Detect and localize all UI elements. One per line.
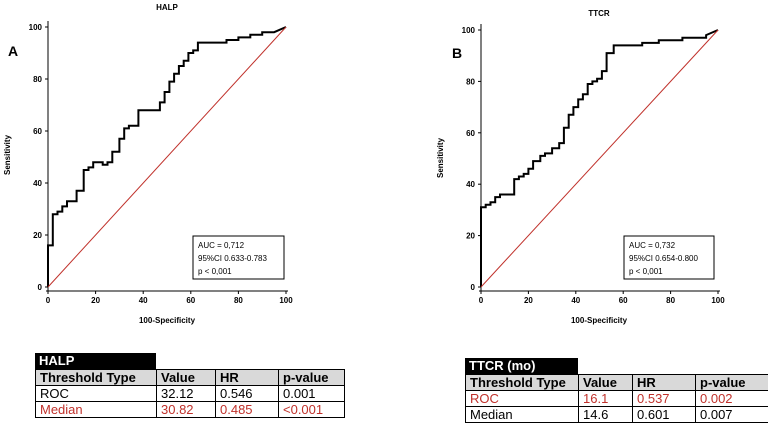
table-cell: 0.485 <box>215 401 279 418</box>
table-header-row: Threshold Type Value HR p-value <box>465 374 768 391</box>
column-header: p-value <box>695 374 768 391</box>
column-header: Value <box>578 374 633 391</box>
column-header: Threshold Type <box>35 369 157 386</box>
halp-table-block: HALP Threshold Type Value HR p-value ROC… <box>35 353 345 419</box>
y-tick-label: 100 <box>462 26 476 35</box>
p-value-text: p < 0,001 <box>198 267 232 276</box>
table-cell: ROC <box>35 385 157 402</box>
roc-curve-line <box>480 29 719 287</box>
y-tick-label: 20 <box>33 231 42 240</box>
auc-text: AUC = 0,712 <box>198 241 245 250</box>
y-tick-label: 80 <box>466 77 475 86</box>
table-cell: 16.1 <box>578 390 633 407</box>
roc-curve-line <box>47 26 287 287</box>
ttcr-threshold-table: Threshold Type Value HR p-value ROC 16.1… <box>465 374 768 423</box>
x-tick-label: 60 <box>186 296 195 305</box>
y-tick-label: 80 <box>33 75 42 84</box>
x-tick-label: 80 <box>234 296 243 305</box>
x-tick-label: 40 <box>571 296 580 305</box>
y-tick-label: 100 <box>29 23 43 32</box>
table-cell: Median <box>35 401 157 418</box>
annotation-box: AUC = 0,732 95%CI 0.654-0.800 p < 0,001 <box>623 235 715 280</box>
table-row: ROC 16.1 0.537 0.002 <box>465 390 768 407</box>
y-axis-label: Sensitivity <box>436 137 445 178</box>
y-tick-label: 0 <box>471 283 476 292</box>
x-tick-label: 100 <box>711 296 725 305</box>
table-cell: 0.002 <box>695 390 768 407</box>
y-tick-label: 60 <box>33 127 42 136</box>
table-cell: 14.6 <box>578 406 633 423</box>
halp-threshold-table: Threshold Type Value HR p-value ROC 32.1… <box>35 369 345 418</box>
x-tick-label: 20 <box>524 296 533 305</box>
auc-text: AUC = 0,732 <box>629 241 676 250</box>
column-header: Value <box>156 369 216 386</box>
table-row: Median 14.6 0.601 0.007 <box>465 406 768 423</box>
x-axis-label: 100-Specificity <box>139 316 196 325</box>
table-row: ROC 32.12 0.546 0.001 <box>35 385 345 402</box>
ci-text: 95%CI 0.633-0.783 <box>198 254 267 263</box>
y-tick-label: 60 <box>466 129 475 138</box>
column-header: HR <box>632 374 696 391</box>
y-tick-label: 0 <box>38 283 43 292</box>
table-cell: 0.546 <box>215 385 279 402</box>
x-tick-label: 0 <box>46 296 51 305</box>
table-cell: 30.82 <box>156 401 216 418</box>
y-tick-label: 20 <box>466 232 475 241</box>
panel-label: A <box>8 43 18 59</box>
x-tick-label: 40 <box>139 296 148 305</box>
table-cell: 32.12 <box>156 385 216 402</box>
y-axis-label: Sensitivity <box>3 134 12 175</box>
halp-roc-chart: HALP A Sensitivity 100-Specificity 0 20 40… <box>3 3 293 325</box>
chart-title: HALP <box>156 3 178 12</box>
table-cell: 0.601 <box>632 406 696 423</box>
table-title: HALP <box>35 353 156 369</box>
reference-diagonal-line <box>47 26 287 288</box>
ci-text: 95%CI 0.654-0.800 <box>629 254 698 263</box>
table-cell: 0.007 <box>695 406 768 423</box>
panel-label: B <box>452 45 462 61</box>
table-cell: Median <box>465 406 579 423</box>
column-header: HR <box>215 369 279 386</box>
column-header: Threshold Type <box>465 374 579 391</box>
ttcr-roc-chart: TTCR B Sensitivity 100-Specificity 0 20 40… <box>436 9 725 325</box>
p-value-text: p < 0,001 <box>629 267 663 276</box>
column-header: p-value <box>278 369 345 386</box>
table-row: Median 30.82 0.485 <0.001 <box>35 401 345 418</box>
y-tick-label: 40 <box>33 179 42 188</box>
x-axis-label: 100-Specificity <box>571 316 628 325</box>
ttcr-table-block: TTCR (mo) Threshold Type Value HR p-valu… <box>465 358 768 424</box>
table-cell: ROC <box>465 390 579 407</box>
annotation-box: AUC = 0,712 95%CI 0.633-0.783 p < 0,001 <box>192 235 285 280</box>
chart-title: TTCR <box>588 9 610 18</box>
table-cell: <0.001 <box>278 401 345 418</box>
y-tick-label: 40 <box>466 180 475 189</box>
x-tick-label: 80 <box>666 296 675 305</box>
x-tick-label: 20 <box>91 296 100 305</box>
table-title: TTCR (mo) <box>465 358 578 374</box>
x-tick-label: 60 <box>619 296 628 305</box>
x-tick-label: 0 <box>479 296 484 305</box>
table-cell: 0.001 <box>278 385 345 402</box>
table-cell: 0.537 <box>632 390 696 407</box>
table-header-row: Threshold Type Value HR p-value <box>35 369 345 386</box>
reference-diagonal-line <box>480 29 719 288</box>
x-tick-label: 100 <box>279 296 293 305</box>
